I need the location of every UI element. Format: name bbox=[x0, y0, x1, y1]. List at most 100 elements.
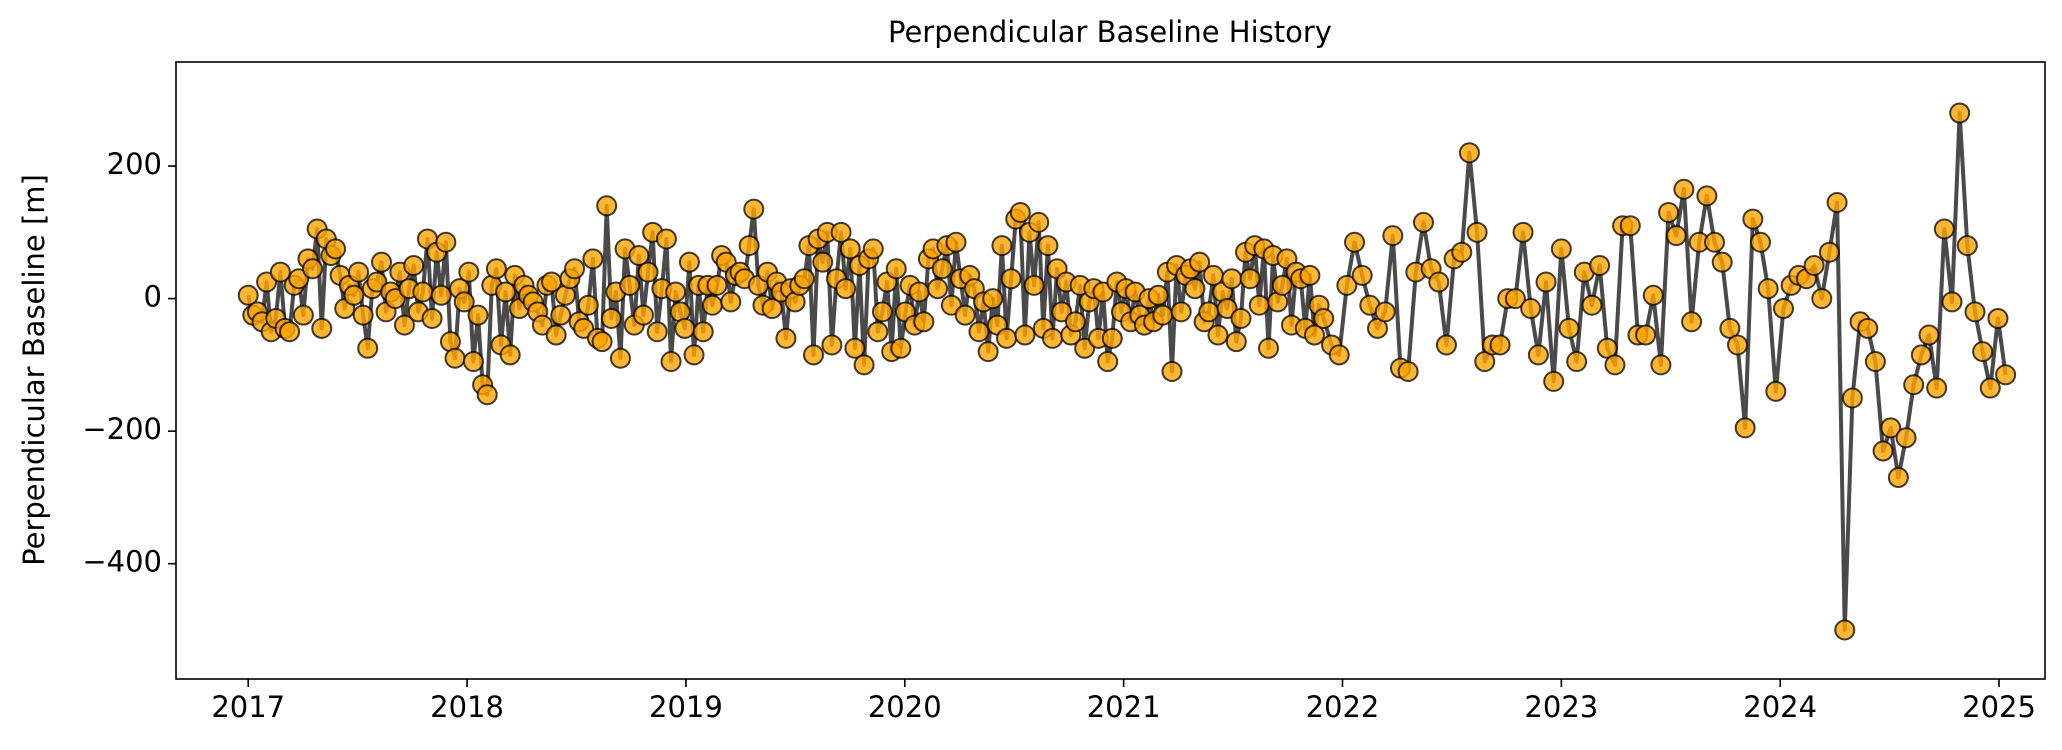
data-point bbox=[1014, 324, 1036, 346]
data-point bbox=[830, 221, 852, 243]
data-point bbox=[1550, 238, 1572, 260]
data-point bbox=[812, 251, 834, 273]
data-point bbox=[564, 258, 586, 280]
data-point bbox=[1558, 317, 1580, 339]
data-point bbox=[743, 198, 765, 220]
data-point bbox=[1642, 284, 1664, 306]
data-point bbox=[403, 254, 425, 276]
data-point bbox=[761, 298, 783, 320]
data-point bbox=[1696, 185, 1718, 207]
data-point bbox=[458, 261, 480, 283]
x-tick-label: 2017 bbox=[211, 690, 285, 724]
data-point bbox=[1964, 301, 1986, 323]
data-point bbox=[1933, 218, 1955, 240]
data-point bbox=[476, 384, 498, 406]
chart-title: Perpendicular Baseline History bbox=[888, 15, 1332, 49]
data-point bbox=[1037, 235, 1059, 257]
data-point bbox=[1926, 377, 1948, 399]
data-point bbox=[1351, 264, 1373, 286]
data-point bbox=[352, 304, 374, 326]
data-point bbox=[348, 261, 370, 283]
data-point bbox=[646, 321, 668, 343]
data-point bbox=[835, 278, 857, 300]
data-point bbox=[499, 344, 521, 366]
data-point bbox=[545, 324, 567, 346]
data-point bbox=[1412, 211, 1434, 233]
data-point bbox=[1765, 380, 1787, 402]
data-point bbox=[853, 354, 875, 376]
y-tick-label: −200 bbox=[82, 412, 162, 446]
data-point bbox=[357, 337, 379, 359]
data-point bbox=[279, 321, 301, 343]
x-tick-label: 2018 bbox=[430, 690, 504, 724]
data-point bbox=[371, 251, 393, 273]
data-point bbox=[1313, 307, 1335, 329]
data-point bbox=[913, 311, 935, 333]
data-point bbox=[1527, 344, 1549, 366]
data-point bbox=[1184, 278, 1206, 300]
data-point bbox=[1872, 440, 1894, 462]
data-point bbox=[1101, 327, 1123, 349]
data-point bbox=[1749, 231, 1771, 253]
data-point bbox=[1064, 311, 1086, 333]
data-point bbox=[968, 321, 990, 343]
data-point bbox=[1097, 351, 1119, 373]
data-point bbox=[1887, 467, 1909, 489]
data-point bbox=[1818, 241, 1840, 263]
y-tick-label: 200 bbox=[107, 147, 162, 181]
data-point bbox=[885, 258, 907, 280]
data-point bbox=[1451, 241, 1473, 263]
data-point bbox=[977, 341, 999, 363]
data-point bbox=[495, 281, 517, 303]
data-point bbox=[1895, 427, 1917, 449]
data-point bbox=[1042, 327, 1064, 349]
data-point bbox=[954, 304, 976, 326]
data-point bbox=[1397, 360, 1419, 382]
data-point bbox=[844, 337, 866, 359]
data-point bbox=[871, 301, 893, 323]
y-tick-label: −400 bbox=[82, 545, 162, 579]
data-point bbox=[867, 321, 889, 343]
data-point bbox=[421, 307, 443, 329]
data-point bbox=[1023, 274, 1045, 296]
y-tick-label: 0 bbox=[144, 280, 162, 314]
data-point bbox=[839, 238, 861, 260]
data-point bbox=[991, 235, 1013, 257]
data-point bbox=[1520, 298, 1542, 320]
data-point bbox=[1995, 364, 2017, 386]
data-point bbox=[1864, 351, 1886, 373]
data-point bbox=[393, 314, 415, 336]
data-point bbox=[1979, 377, 2001, 399]
data-point bbox=[701, 294, 723, 316]
data-point bbox=[1221, 268, 1243, 290]
data-point bbox=[996, 327, 1018, 349]
data-point bbox=[1504, 288, 1526, 310]
data-point bbox=[738, 235, 760, 257]
data-point bbox=[982, 288, 1004, 310]
data-point bbox=[1880, 417, 1902, 439]
data-point bbox=[1428, 271, 1450, 293]
data-point bbox=[1658, 201, 1680, 223]
data-point bbox=[1225, 331, 1247, 353]
data-point bbox=[1589, 254, 1611, 276]
data-point bbox=[1681, 311, 1703, 333]
data-point bbox=[1903, 374, 1925, 396]
data-point bbox=[1734, 417, 1756, 439]
data-point bbox=[931, 258, 953, 280]
data-point bbox=[269, 261, 291, 283]
data-point bbox=[1189, 251, 1211, 273]
data-point bbox=[1271, 274, 1293, 296]
x-tick-label: 2019 bbox=[649, 690, 723, 724]
data-point bbox=[1466, 221, 1488, 243]
data-point bbox=[292, 304, 314, 326]
data-point bbox=[444, 347, 466, 369]
data-point bbox=[1512, 221, 1534, 243]
x-tick-label: 2020 bbox=[868, 690, 942, 724]
data-point bbox=[591, 331, 613, 353]
data-point bbox=[485, 258, 507, 280]
data-point bbox=[1152, 304, 1174, 326]
data-point bbox=[1665, 225, 1687, 247]
x-tick-label: 2022 bbox=[1306, 690, 1380, 724]
data-point bbox=[637, 261, 659, 283]
